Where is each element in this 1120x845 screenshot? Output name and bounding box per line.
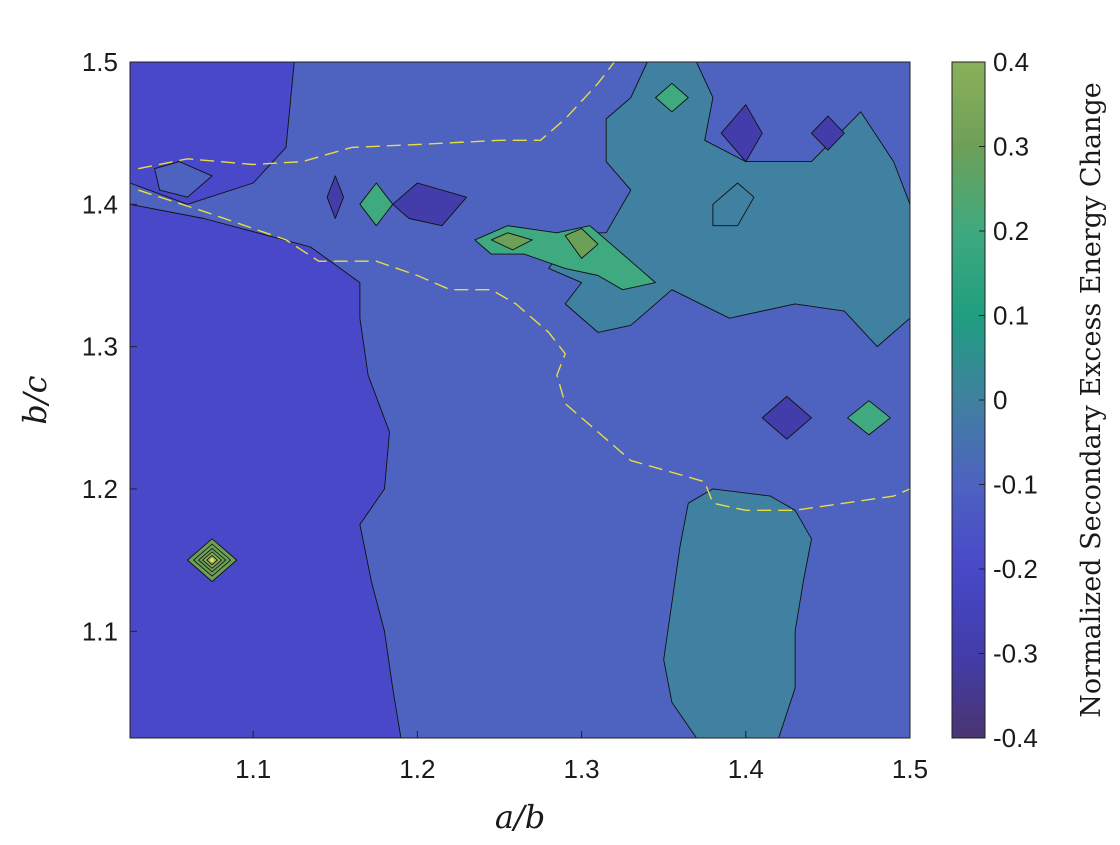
- zero-contour-line-0: [138, 62, 615, 170]
- contour-region-2: [154, 161, 213, 198]
- colorbar: -0.4 -0.3 -0.2 -0.1 0 0.1 0.2 0.3 0.4: [951, 47, 1038, 753]
- contour-region-7: [490, 232, 533, 251]
- y-tick-label: 1.1: [82, 616, 118, 646]
- colorbar-tick-label: 0: [993, 385, 1007, 415]
- contour-region-8: [564, 228, 599, 259]
- x-axis-label: a/b: [495, 798, 545, 836]
- contour-region-4: [663, 488, 812, 738]
- colorbar-tick-label: 0.1: [993, 301, 1029, 331]
- x-tick-label: 1.3: [564, 754, 600, 784]
- contour-layer: [130, 62, 910, 738]
- colorbar-label: Normalized Secondary Excess Energy Chang…: [1076, 82, 1107, 717]
- y-tick-label: 1.3: [82, 332, 118, 362]
- plot-area: [130, 62, 910, 738]
- colorbar-tick-label: 0.2: [993, 216, 1029, 246]
- y-axis-label: b/c: [16, 375, 54, 424]
- x-tick-label: 1.4: [728, 754, 764, 784]
- x-tick-label: 1.5: [892, 754, 928, 784]
- y-tick-label: 1.4: [82, 189, 118, 219]
- contour-region-14: [811, 115, 845, 151]
- contour-region-13: [720, 104, 763, 163]
- contour-region-5: [712, 182, 755, 227]
- zero-contour-line-1: [137, 189, 910, 511]
- x-tick-label: 1.1: [235, 754, 271, 784]
- contour-region-11: [847, 400, 891, 436]
- colorbar-tick-label: -0.2: [993, 554, 1038, 584]
- colorbar-tick-label: 0.3: [993, 132, 1029, 162]
- y-tick-label: 1.2: [82, 474, 118, 504]
- colorbar-tick-label: 0.4: [993, 47, 1029, 77]
- colorbar-tick-label: -0.3: [993, 639, 1038, 669]
- y-tick-label: 1.5: [82, 47, 118, 77]
- peak-center: [210, 558, 215, 563]
- plot-frame: [129, 61, 911, 739]
- colorbar-tick-label: -0.4: [993, 723, 1038, 753]
- contour-region-16: [326, 175, 344, 219]
- x-tick-label: 1.2: [399, 754, 435, 784]
- axes: 1.1 1.2 1.3 1.4 1.5 1.1 1.2 1.3 1.4 1.5: [82, 47, 928, 784]
- colorbar-tick-label: -0.1: [993, 470, 1038, 500]
- contour-region-15: [761, 395, 812, 440]
- contour-region-10: [655, 82, 689, 113]
- contour-region-12: [392, 182, 468, 227]
- contour-region-1: [130, 203, 402, 738]
